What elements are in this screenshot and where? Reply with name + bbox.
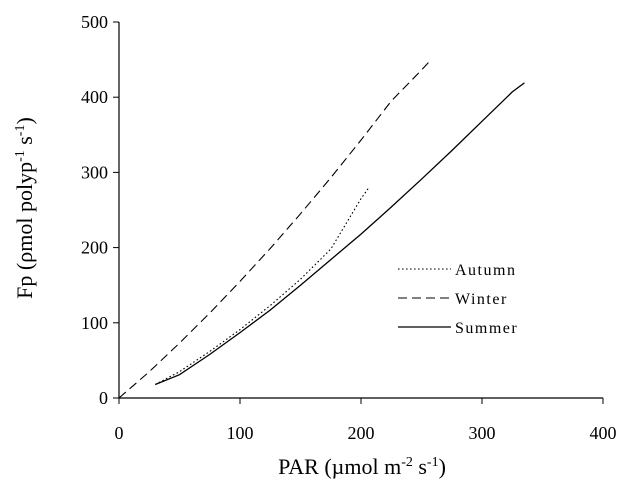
y-tick-label: 0 — [99, 388, 108, 408]
axis-ticks: 0 100 200 300 400 500 0 100 200 300 400 — [81, 12, 617, 443]
legend-label-summer: Summer — [455, 320, 518, 337]
x-tick-label: 300 — [469, 423, 496, 443]
legend-label-autumn: Autumn — [455, 262, 516, 279]
y-tick-label: 100 — [81, 313, 108, 333]
x-tick-label: 200 — [348, 423, 375, 443]
y-tick-label: 300 — [81, 162, 108, 182]
y-tick-label: 500 — [81, 12, 108, 32]
y-axis-title: Fp (ρmol polyp-1 s-1) — [12, 117, 37, 299]
x-tick-label: 400 — [590, 423, 617, 443]
legend-label-winter: Winter — [455, 291, 508, 308]
x-tick-label: 100 — [227, 423, 254, 443]
series-lines — [118, 59, 525, 399]
x-tick-label: 0 — [115, 423, 124, 443]
axes — [118, 22, 603, 399]
y-tick-label: 200 — [81, 238, 108, 258]
series-line-autumn — [155, 186, 370, 385]
legend: Autumn Winter Summer — [398, 262, 518, 337]
x-axis-title: PAR (µmol m-2 s-1) — [278, 454, 446, 479]
series-line-winter — [118, 59, 432, 399]
y-tick-label: 400 — [81, 87, 108, 107]
series-line-summer — [155, 82, 525, 386]
